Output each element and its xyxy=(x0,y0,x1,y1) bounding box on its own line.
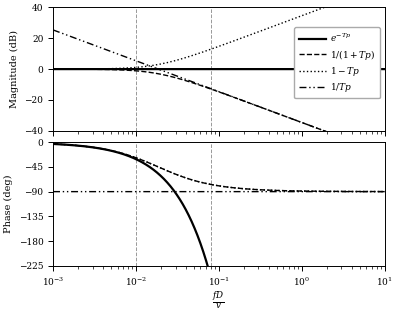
X-axis label: $\frac{fD}{v}$: $\frac{fD}{v}$ xyxy=(212,289,225,311)
Y-axis label: Phase (deg): Phase (deg) xyxy=(4,175,13,233)
Legend: $e^{-Tp}$, $1/(1+Tp)$, $1-Tp$, $1/Tp$: $e^{-Tp}$, $1/(1+Tp)$, $1-Tp$, $1/Tp$ xyxy=(294,27,380,98)
Y-axis label: Magnitude (dB): Magnitude (dB) xyxy=(10,30,19,108)
